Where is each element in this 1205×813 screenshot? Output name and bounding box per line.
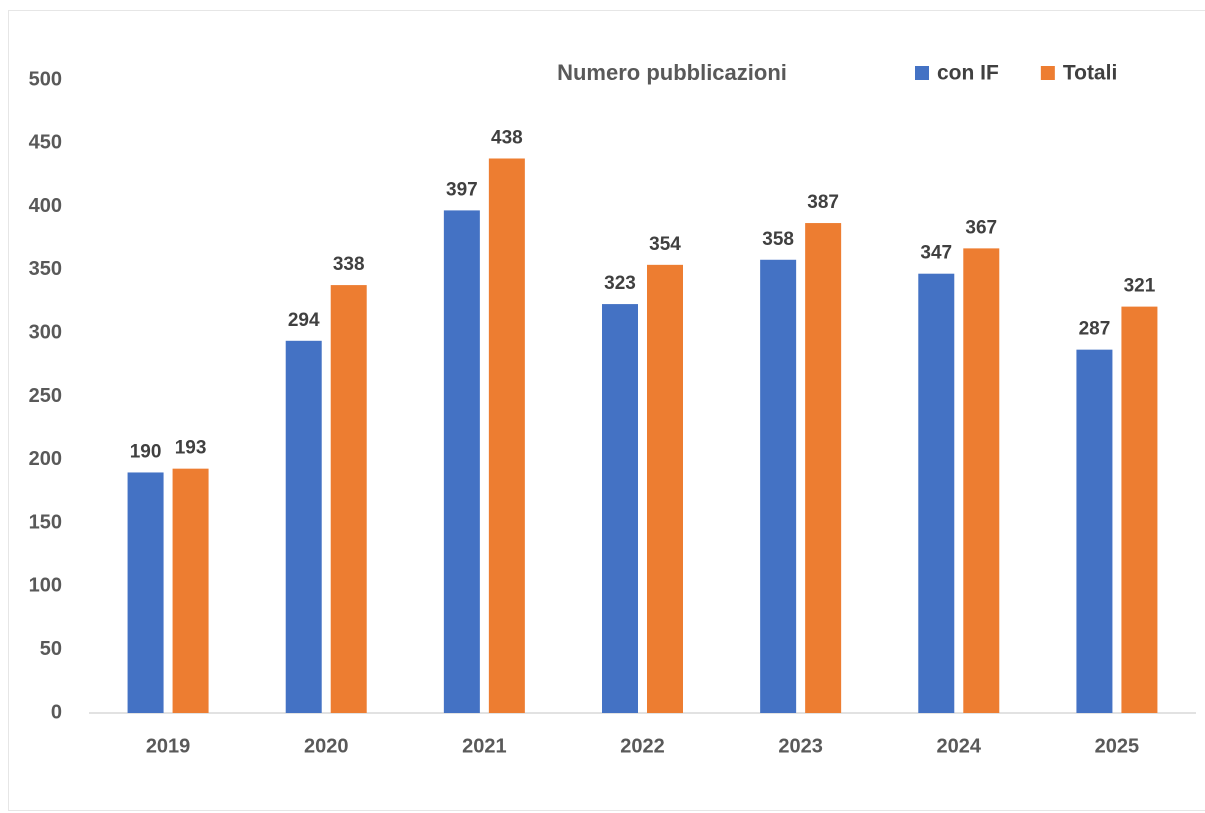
y-tick-label: 100 (29, 575, 62, 597)
x-tick-label: 2024 (937, 735, 982, 757)
bar (918, 273, 955, 713)
data-label: 294 (288, 310, 320, 331)
data-label: 190 (130, 441, 162, 462)
data-label: 347 (920, 243, 952, 264)
y-tick-label: 350 (29, 258, 62, 280)
data-label: 397 (446, 179, 478, 200)
bar (285, 340, 322, 713)
legend-swatch (1040, 66, 1055, 80)
bar (805, 223, 842, 714)
legend-label: Totali (1063, 62, 1117, 85)
y-tick-label: 450 (29, 132, 62, 154)
data-label: 338 (333, 254, 365, 275)
x-tick-label: 2021 (462, 735, 507, 757)
y-tick-label: 0 (51, 701, 62, 723)
data-label: 354 (649, 234, 681, 255)
y-tick-label: 250 (29, 385, 62, 407)
x-tick-label: 2022 (620, 735, 665, 757)
chart-border (8, 10, 1205, 811)
data-label: 387 (807, 192, 839, 213)
bar (443, 210, 480, 713)
y-tick-label: 300 (29, 321, 62, 343)
bar (488, 158, 525, 713)
x-tick-label: 2023 (778, 735, 823, 757)
bar (602, 304, 638, 713)
legend-swatch (915, 66, 929, 80)
bar (963, 248, 1000, 714)
data-label: 287 (1079, 319, 1111, 340)
y-tick-label: 200 (29, 448, 62, 470)
data-label: 193 (175, 438, 207, 459)
y-tick-label: 500 (29, 68, 62, 90)
data-label: 321 (1124, 276, 1156, 297)
bar (760, 259, 797, 713)
data-label: 323 (604, 273, 636, 294)
bar (647, 264, 683, 713)
bar (1121, 306, 1158, 713)
legend-label: con IF (937, 62, 999, 85)
data-label: 367 (965, 217, 997, 238)
data-label: 358 (762, 229, 794, 250)
data-label: 438 (491, 128, 523, 149)
x-tick-label: 2020 (304, 735, 349, 757)
y-tick-label: 400 (29, 195, 62, 217)
bar (1076, 349, 1113, 713)
chart-title: Numero pubblicazioni (557, 60, 787, 85)
x-tick-label: 2019 (146, 735, 191, 757)
y-tick-label: 150 (29, 511, 62, 533)
y-tick-label: 50 (40, 638, 62, 660)
x-tick-label: 2025 (1095, 735, 1140, 757)
bar (172, 468, 209, 713)
bar (330, 285, 367, 713)
bar (127, 472, 164, 713)
